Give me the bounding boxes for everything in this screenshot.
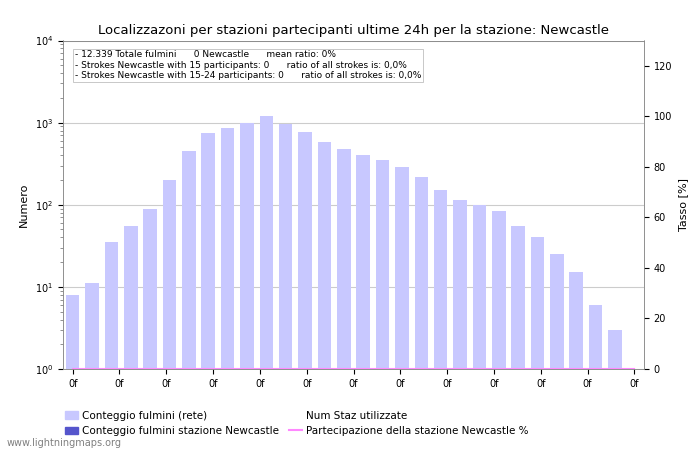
Bar — [144, 208, 157, 450]
Bar — [376, 160, 389, 450]
Bar — [414, 177, 428, 450]
Bar — [240, 123, 254, 450]
Bar — [85, 284, 99, 450]
Bar — [104, 242, 118, 450]
Bar — [473, 205, 486, 450]
Bar — [511, 226, 525, 450]
Bar — [182, 151, 196, 450]
Bar — [318, 142, 331, 450]
Legend: Conteggio fulmini (rete), Conteggio fulmini stazione Newcastle, Num Staz utilizz: Conteggio fulmini (rete), Conteggio fulm… — [61, 407, 533, 440]
Bar — [162, 180, 176, 450]
Bar — [589, 305, 603, 450]
Bar — [356, 155, 370, 450]
Bar — [202, 133, 215, 450]
Bar — [337, 149, 351, 450]
Bar — [492, 211, 505, 450]
Bar — [550, 254, 564, 450]
Bar — [298, 132, 312, 450]
Bar — [608, 330, 622, 450]
Text: www.lightningmaps.org: www.lightningmaps.org — [7, 438, 122, 448]
Bar — [531, 238, 545, 450]
Bar — [124, 226, 138, 450]
Title: Localizzazoni per stazioni partecipanti ultime 24h per la stazione: Newcastle: Localizzazoni per stazioni partecipanti … — [98, 23, 609, 36]
Bar — [220, 128, 234, 450]
Text: - 12.339 Totale fulmini      0 Newcastle      mean ratio: 0%
- Strokes Newcastle: - 12.339 Totale fulmini 0 Newcastle mean… — [75, 50, 421, 80]
Bar — [260, 116, 273, 450]
Bar — [279, 124, 293, 450]
Bar — [395, 167, 409, 450]
Y-axis label: Tasso [%]: Tasso [%] — [678, 178, 688, 231]
Bar — [627, 369, 641, 450]
Bar — [66, 295, 80, 450]
Bar — [569, 272, 583, 450]
Bar — [453, 200, 467, 450]
Bar — [434, 190, 447, 450]
Y-axis label: Numero: Numero — [19, 183, 29, 227]
